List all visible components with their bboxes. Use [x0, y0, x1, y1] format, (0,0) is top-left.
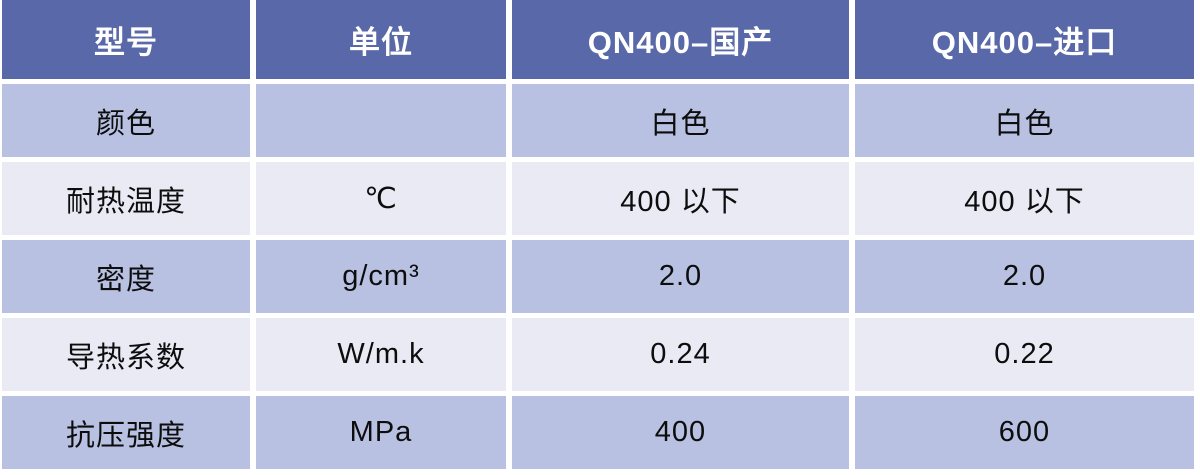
- row-label-thermal-conductivity: 导热系数: [2, 318, 250, 391]
- header-cell-model: 型号: [2, 0, 250, 79]
- header-cell-unit: 单位: [256, 0, 506, 79]
- cell-density-domestic: 2.0: [512, 240, 849, 313]
- cell-conductivity-imported: 0.22: [855, 318, 1194, 391]
- row-label-density: 密度: [2, 240, 250, 313]
- cell-density-unit: g/cm³: [256, 240, 506, 313]
- header-cell-qn400-domestic: QN400–国产: [512, 0, 849, 79]
- row-label-compressive-strength: 抗压强度: [2, 396, 250, 469]
- cell-heat-domestic: 400 以下: [512, 162, 849, 235]
- cell-conductivity-unit: W/m.k: [256, 318, 506, 391]
- cell-strength-imported: 600: [855, 396, 1194, 469]
- cell-density-imported: 2.0: [855, 240, 1194, 313]
- cell-color-unit: [256, 84, 506, 157]
- cell-strength-domestic: 400: [512, 396, 849, 469]
- cell-color-imported: 白色: [855, 84, 1194, 157]
- cell-heat-unit: ℃: [256, 162, 506, 235]
- cell-heat-imported: 400 以下: [855, 162, 1194, 235]
- cell-color-domestic: 白色: [512, 84, 849, 157]
- cell-conductivity-domestic: 0.24: [512, 318, 849, 391]
- cell-strength-unit: MPa: [256, 396, 506, 469]
- header-cell-qn400-imported: QN400–进口: [855, 0, 1194, 79]
- row-label-color: 颜色: [2, 84, 250, 157]
- row-label-heat-resistance: 耐热温度: [2, 162, 250, 235]
